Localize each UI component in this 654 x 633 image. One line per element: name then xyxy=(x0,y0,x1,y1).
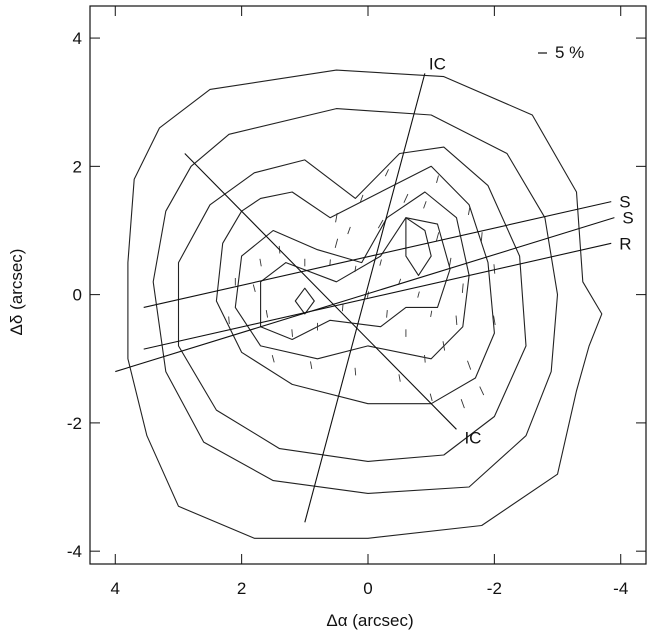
polarization-vector xyxy=(271,354,275,363)
x-tick-label: 0 xyxy=(363,579,372,598)
polarization-vector xyxy=(429,393,433,402)
polarization-vector xyxy=(430,310,433,318)
polarization-vector xyxy=(493,315,496,326)
contour-level-5 xyxy=(234,191,470,360)
polarization-vector xyxy=(467,207,471,216)
cut-label-s: S xyxy=(622,209,633,228)
polarization-vector xyxy=(291,329,293,337)
polarization-vector xyxy=(259,258,262,267)
cut-label-ic: IC xyxy=(464,428,481,447)
x-tick-label: 2 xyxy=(237,579,246,598)
cut-line-ic xyxy=(304,73,426,523)
contour-level-2 xyxy=(152,108,559,494)
y-tick-label: 2 xyxy=(73,157,82,176)
polarization-vector xyxy=(467,360,472,370)
polarization-vector xyxy=(479,386,485,396)
polarization-vector xyxy=(384,169,389,177)
contour-lines xyxy=(127,69,603,539)
y-tick-label: 4 xyxy=(73,29,82,48)
tick-labels: 4 2 0 -2 -4 4 2 0 -2 -4 xyxy=(67,29,628,598)
polarization-vector xyxy=(436,175,439,183)
polarization-vector xyxy=(252,284,256,292)
polarization-vector xyxy=(335,212,338,223)
axis-ticks xyxy=(90,6,646,564)
polarization-vector xyxy=(228,316,230,325)
cut-line-s xyxy=(143,201,612,308)
polarization-vector xyxy=(354,265,357,273)
polarization-vector xyxy=(341,303,344,312)
y-axis-label: Δδ (arcsec) xyxy=(7,249,26,336)
y-tick-label: -4 xyxy=(67,542,82,561)
polarization-vector xyxy=(379,259,382,266)
polarization-vector xyxy=(423,201,427,209)
y-tick-label: -2 xyxy=(67,414,82,433)
polarization-vector xyxy=(310,361,313,369)
polarization-vector xyxy=(424,354,426,363)
cut-line-ic xyxy=(184,153,457,430)
x-tick-label: 4 xyxy=(111,579,120,598)
polarization-vector xyxy=(377,219,384,229)
y-tick-label: 0 xyxy=(73,286,82,305)
polarization-vector xyxy=(265,310,269,318)
contour-level-6 xyxy=(260,217,451,341)
polarization-vector xyxy=(480,232,483,242)
polarization-vector xyxy=(347,226,351,235)
polarization-vector xyxy=(461,283,464,293)
polarization-vector xyxy=(417,291,420,298)
polarization-vector xyxy=(367,291,369,298)
polarization-vector xyxy=(460,399,465,409)
polarization-vector xyxy=(448,257,452,268)
polarization-vector xyxy=(403,193,409,203)
polarization-vector xyxy=(442,341,446,351)
polarization-vector xyxy=(354,367,357,376)
contour-level-4 xyxy=(215,165,495,405)
polarization-vector xyxy=(398,374,401,382)
cut-line-r xyxy=(143,242,612,350)
polarization-scale-label: 5 % xyxy=(555,43,584,62)
x-axis-label: Δα (arcsec) xyxy=(326,611,413,630)
polarization-vector xyxy=(386,310,388,318)
polarization-vector xyxy=(329,259,331,266)
cut-label-ic: IC xyxy=(429,54,446,73)
polarization-vector xyxy=(455,315,458,326)
x-tick-label: -4 xyxy=(613,579,628,598)
contour-level-1 xyxy=(127,69,603,539)
cut-line-s xyxy=(115,217,615,373)
cut-label-s: S xyxy=(619,193,630,212)
x-tick-label: -2 xyxy=(487,579,502,598)
cut-label-r: R xyxy=(619,234,631,253)
polarization-vector xyxy=(359,194,364,203)
polarization-vectors xyxy=(228,169,496,409)
polarization-vector xyxy=(493,264,496,274)
polarization-vector xyxy=(334,238,339,249)
contour-level-8 xyxy=(294,287,315,315)
polarization-vector xyxy=(435,232,440,242)
contour-level-7 xyxy=(405,217,432,276)
cut-lines xyxy=(115,73,615,523)
contour-level-3 xyxy=(177,146,527,462)
